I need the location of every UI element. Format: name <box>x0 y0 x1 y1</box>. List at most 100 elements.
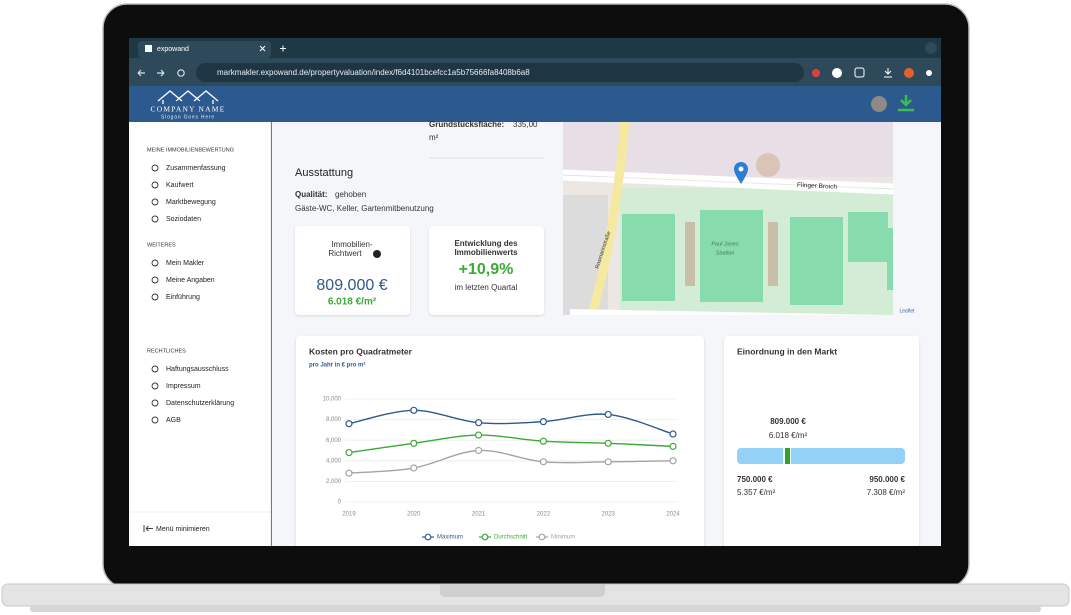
ext-icon[interactable] <box>854 67 865 78</box>
low-sqm: 5.357 €/m² <box>737 488 776 497</box>
tab[interactable] <box>138 41 271 58</box>
data-point[interactable] <box>539 418 548 426</box>
legend-swatch <box>481 533 489 541</box>
info-icon[interactable] <box>373 250 381 258</box>
legend-label[interactable]: Durchschnitt <box>494 535 528 541</box>
tab-menu[interactable] <box>925 42 937 54</box>
current-sqm: 6.018 €/m² <box>769 431 808 440</box>
url-field[interactable] <box>196 63 804 82</box>
ext-icon[interactable] <box>812 69 820 77</box>
y-tick-label: 6,000 <box>326 438 342 444</box>
card-sub: 6.018 €/m² <box>328 297 377 308</box>
current-price: 809.000 € <box>770 417 806 426</box>
data-point[interactable] <box>345 420 353 428</box>
data-point[interactable] <box>345 448 353 457</box>
data-point[interactable] <box>410 439 418 447</box>
low-price: 750.000 € <box>737 475 773 484</box>
data-point[interactable] <box>410 464 418 472</box>
map-attribution[interactable]: Leaflet <box>899 308 915 314</box>
section-title: MEINE IMMOBILIENBEWERTUNG <box>147 147 234 153</box>
download-icon[interactable] <box>884 68 892 78</box>
nav-icon <box>151 382 159 390</box>
features: Gäste-WC, Keller, Gartenmitbenutzung <box>295 204 434 213</box>
data-point[interactable] <box>669 457 677 465</box>
data-point[interactable] <box>539 437 548 445</box>
data-point[interactable] <box>475 419 483 427</box>
nav-item[interactable]: Datenschutzerklärung <box>166 400 234 407</box>
series-line <box>348 409 674 435</box>
screen: expowand markmakler.expowand.de/property… <box>129 38 941 546</box>
map[interactable]: Flinger Broich Paul Janes Stadion Rosmar… <box>563 122 897 318</box>
company-name: COMPANY NAME <box>151 105 226 114</box>
x-tick-label: 2022 <box>537 512 551 518</box>
slogan: Slogan Goes Here <box>161 114 215 120</box>
nav-item[interactable]: Impressum <box>166 383 201 390</box>
quality-label: Qualität: <box>295 190 327 199</box>
nav-item[interactable]: Kaufwert <box>166 182 194 189</box>
legend-label[interactable]: Maximum <box>437 535 463 541</box>
data-point[interactable] <box>604 410 612 419</box>
series-line <box>348 434 674 454</box>
nav-item[interactable]: Einführung <box>166 294 200 301</box>
data-point[interactable] <box>539 458 548 466</box>
nav-icon <box>151 293 159 301</box>
nav-item[interactable]: AGB <box>166 417 181 424</box>
reload-button[interactable] <box>177 69 185 77</box>
profile-icon[interactable] <box>904 68 914 78</box>
tab-icon <box>145 45 152 52</box>
card-title: Immobilienwerts <box>454 248 518 257</box>
nav-item[interactable]: Marktbewegung <box>166 199 216 206</box>
market-card <box>724 336 919 546</box>
nav-item[interactable]: Meine Angaben <box>166 277 215 284</box>
legend-label[interactable]: Minimum <box>551 535 575 541</box>
nav-item[interactable]: Mein Makler <box>166 260 205 267</box>
sidebar <box>129 122 271 546</box>
tab-title: expowand <box>157 46 189 53</box>
y-tick-label: 0 <box>338 500 342 506</box>
legend-swatch <box>538 533 546 541</box>
card-value: +10,9% <box>459 261 514 278</box>
map-label: Flinger Broich <box>797 182 838 191</box>
nav-icon <box>151 215 159 223</box>
ext-icon[interactable] <box>832 68 842 78</box>
minimize-menu[interactable]: Menü minimieren <box>156 526 210 533</box>
chart: 0 2,000 4,000 6,000 8,000 10,000 2019 2020 2021 2… <box>323 397 681 541</box>
data-point[interactable] <box>345 469 353 477</box>
x-tick-label: 2020 <box>407 512 421 518</box>
map-label: Paul Janes <box>711 241 738 247</box>
nav-icon <box>151 198 159 206</box>
logo-icon <box>157 90 219 104</box>
url: markmakler.expowand.de/propertyvaluation… <box>217 68 530 77</box>
laptop-foot <box>30 606 1041 612</box>
data-point[interactable] <box>604 458 612 466</box>
nav-item[interactable]: Zusammenfassung <box>166 165 226 172</box>
nav-item[interactable]: Haftungsausschluss <box>166 366 229 373</box>
data-point[interactable] <box>475 446 483 455</box>
x-tick-label: 2019 <box>342 512 356 518</box>
x-tick-label: 2023 <box>602 512 616 518</box>
data-point[interactable] <box>604 439 612 447</box>
chart-subtitle: pro Jahr in € pro m² <box>309 362 365 369</box>
nav-icon <box>151 276 159 284</box>
user-avatar[interactable] <box>871 96 887 112</box>
data-point[interactable] <box>410 406 418 414</box>
data-point[interactable] <box>669 442 677 450</box>
data-point[interactable] <box>669 430 677 438</box>
menu-icon[interactable] <box>926 70 932 76</box>
chart-title: Kosten pro Quadratmeter <box>309 346 413 356</box>
card-title: Entwicklung des <box>454 239 518 248</box>
area-label: Grundstücksfläche: <box>429 120 504 129</box>
nav-icon <box>151 164 159 172</box>
y-tick-label: 8,000 <box>326 417 342 423</box>
high-price: 950.000 € <box>869 475 905 484</box>
download-button[interactable] <box>898 95 914 112</box>
market-marker <box>785 448 790 464</box>
card-title: Immobilien- <box>331 240 373 249</box>
nav-item[interactable]: Soziodaten <box>166 216 201 223</box>
card-value: 809.000 € <box>316 277 387 294</box>
data-point[interactable] <box>475 431 483 439</box>
tab-controls[interactable] <box>259 45 286 52</box>
card <box>295 226 410 315</box>
x-tick-label: 2024 <box>666 512 680 518</box>
nav-buttons[interactable] <box>137 69 165 77</box>
